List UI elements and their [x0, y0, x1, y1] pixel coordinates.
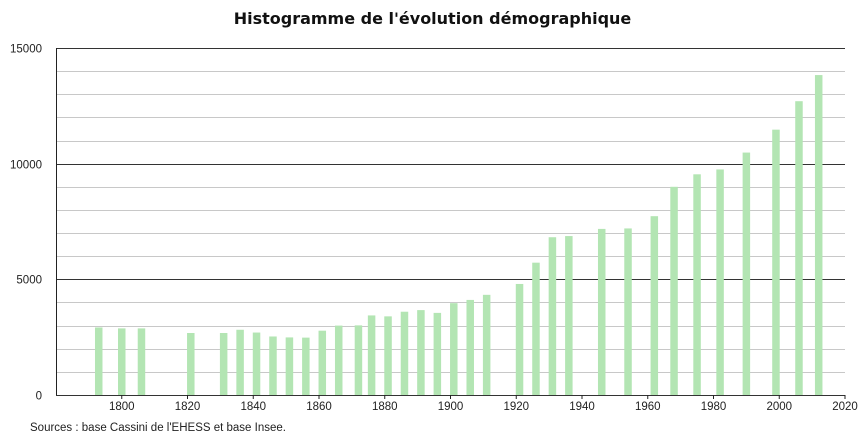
- bar-1891: [417, 310, 425, 395]
- bar-1851: [285, 337, 294, 395]
- y-tick-label: 15000: [10, 44, 42, 56]
- bar-1841: [252, 332, 261, 395]
- bar-1896: [433, 312, 442, 395]
- x-tick-label: 1840: [240, 401, 266, 413]
- bar-1936: [565, 236, 573, 395]
- bar-1962: [650, 216, 659, 395]
- bar-1836: [236, 329, 244, 395]
- bar-1901: [450, 303, 458, 395]
- y-tick-label: 5000: [16, 275, 42, 287]
- x-tick-label: 1960: [635, 401, 661, 413]
- x-tick-label: 1900: [438, 401, 464, 413]
- bar-2006: [795, 101, 803, 395]
- bar-1911: [482, 294, 491, 395]
- bar-1931: [548, 237, 557, 395]
- x-tick-label: 1800: [109, 401, 135, 413]
- chart-title: Histogramme de l'évolution démographique: [233, 9, 632, 28]
- bar-1876: [367, 315, 376, 395]
- bar-1990: [742, 152, 751, 395]
- bar-1872: [354, 325, 363, 395]
- x-tick-label: 1820: [175, 401, 201, 413]
- bar-1831: [219, 333, 228, 395]
- bar-1999: [772, 129, 780, 396]
- bar-1866: [334, 325, 343, 395]
- bar-1926: [532, 262, 540, 395]
- bar-1886: [400, 311, 409, 395]
- y-tick-label: 0: [36, 391, 42, 403]
- x-tick-label: 1920: [503, 401, 529, 413]
- bar-2012: [814, 75, 823, 395]
- bar-1921: [515, 283, 524, 395]
- x-tick-label: 1860: [306, 401, 332, 413]
- bar-1861: [318, 330, 327, 395]
- bar-1982: [716, 169, 724, 395]
- source-note: Sources : base Cassini de l'EHESS et bas…: [30, 422, 286, 434]
- bar-1793: [94, 327, 103, 395]
- bar-1975: [693, 174, 701, 395]
- bar-1806: [137, 328, 146, 395]
- x-tick-label: 1980: [701, 401, 727, 413]
- bar-1968: [670, 186, 678, 395]
- x-tick-label: 1940: [569, 401, 595, 413]
- x-tick-label: 1880: [372, 401, 398, 413]
- bar-1881: [384, 316, 392, 395]
- bar-1821: [187, 333, 195, 395]
- bar-1906: [466, 299, 474, 395]
- x-tick-label: 2020: [832, 401, 858, 413]
- bar-1856: [302, 337, 310, 395]
- bar-1800: [118, 328, 126, 395]
- bar-1946: [597, 228, 606, 395]
- y-tick-label: 10000: [10, 160, 42, 172]
- bar-1954: [624, 228, 632, 395]
- x-tick-label: 2000: [766, 401, 792, 413]
- bar-1846: [269, 336, 277, 395]
